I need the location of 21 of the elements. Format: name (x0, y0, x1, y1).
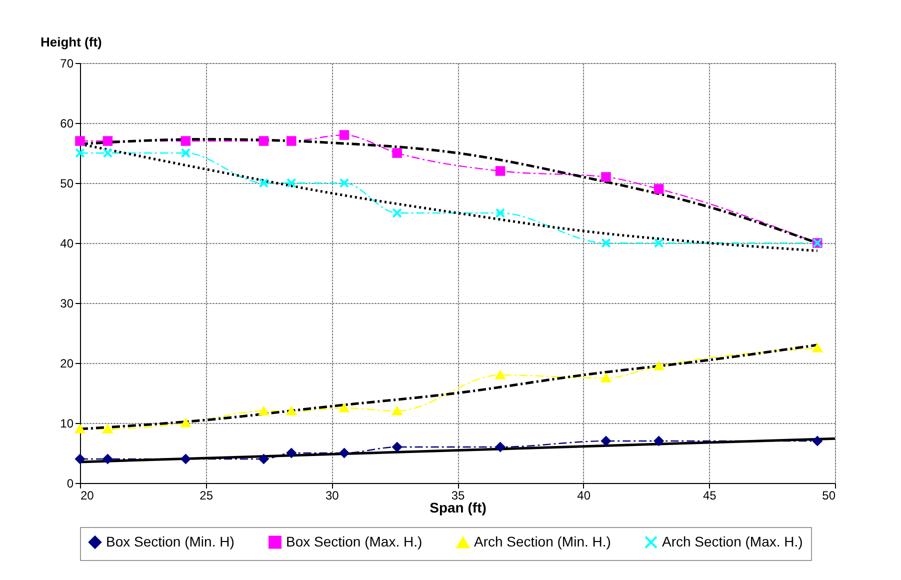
x-tick-label: 30 (325, 488, 340, 502)
x-tick-label: 25 (200, 488, 214, 502)
legend-label: Arch Section (Max. H.) (662, 533, 803, 550)
x-tick-label: 45 (702, 488, 717, 502)
y-tick-label: 0 (66, 476, 74, 490)
legend-label: Box Section (Min. H) (106, 533, 234, 550)
x-tick-label: 40 (577, 488, 591, 502)
y-tick-label: 40 (60, 236, 74, 250)
x-tick-label: 35 (451, 488, 465, 502)
y-tick-label: 70 (60, 56, 74, 70)
x-tick-label: 50 (822, 488, 836, 502)
legend-label: Arch Section (Min. H.) (474, 534, 611, 550)
y-tick-label: 20 (60, 356, 74, 370)
y-tick-label: 60 (60, 116, 74, 130)
x-axis-title: Span (ft) (430, 500, 486, 516)
x-tick-label: 20 (80, 488, 94, 502)
y-tick-label: 30 (60, 296, 74, 310)
y-axis-title: Height (ft) (40, 34, 102, 50)
y-tick-label: 10 (60, 416, 74, 430)
y-tick-label: 50 (60, 176, 74, 190)
legend-label: Box Section (Max. H.) (286, 533, 422, 550)
